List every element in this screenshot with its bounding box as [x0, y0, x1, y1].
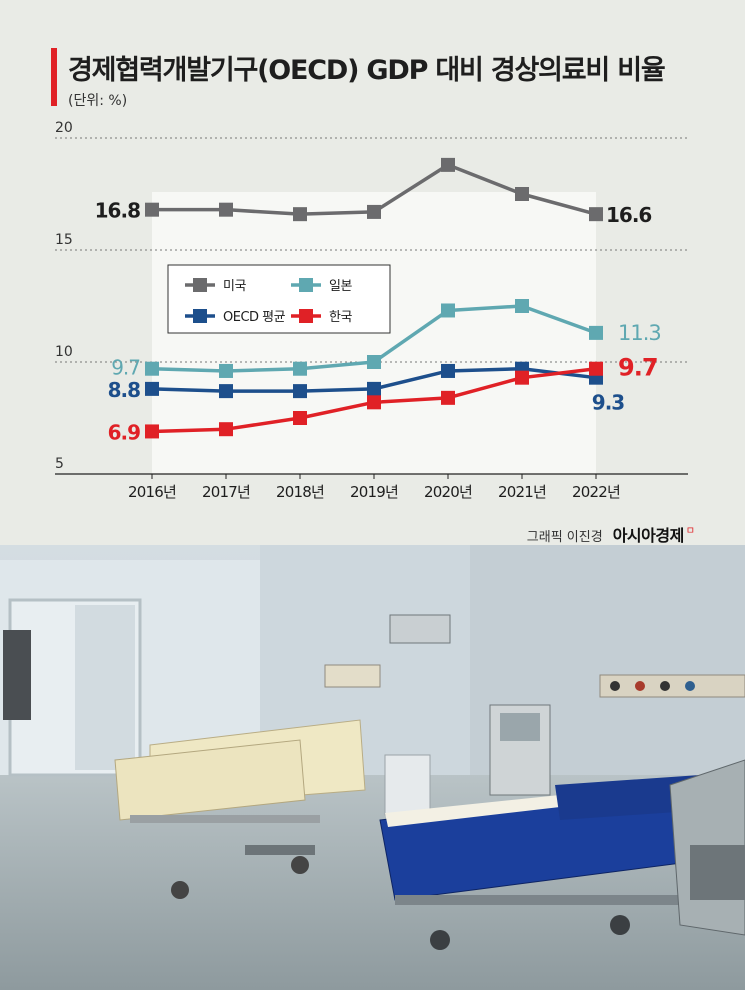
marker-일본 [367, 355, 381, 369]
data-label-first-한국: 6.9 [108, 420, 141, 444]
marker-한국 [293, 411, 307, 425]
data-label-last-한국: 9.7 [618, 354, 658, 382]
x-tick-label: 2016년 [128, 483, 176, 501]
legend: 미국 일본 OECD 평균 한국 [167, 264, 391, 334]
data-label-first-OECD-평균: 8.8 [108, 378, 141, 402]
marker-일본 [441, 303, 455, 318]
marker-미국 [441, 157, 455, 172]
marker-일본 [293, 361, 307, 376]
marker-미국 [293, 207, 307, 222]
marker-미국 [515, 187, 529, 201]
legend-marker-OECD-평균 [193, 309, 207, 323]
x-tick-label: 2018년 [276, 483, 324, 501]
marker-OECD-평균 [219, 384, 233, 399]
marker-일본 [145, 361, 159, 376]
data-label-last-OECD-평균: 9.3 [592, 391, 625, 415]
data-label-last-미국: 16.6 [606, 203, 651, 227]
hospital-ward-photo [0, 545, 745, 990]
marker-한국 [219, 422, 233, 437]
marker-OECD-평균 [145, 381, 159, 396]
legend-marker-미국 [193, 278, 207, 292]
marker-미국 [219, 202, 233, 217]
data-label-first-미국: 16.8 [95, 199, 140, 223]
legend-marker-일본 [299, 278, 313, 292]
marker-한국 [145, 424, 159, 439]
marker-한국 [441, 390, 455, 405]
legend-label-OECD-평균: OECD 평균 [223, 310, 286, 325]
x-tick-label: 2022년 [572, 483, 620, 501]
marker-일본 [515, 299, 529, 313]
x-tick-label: 2019년 [350, 483, 398, 501]
marker-한국 [515, 370, 529, 385]
x-tick-label: 2017년 [202, 483, 250, 501]
marker-미국 [145, 202, 159, 217]
legend-label-한국: 한국 [329, 310, 352, 325]
brand-mark-icon: ㅁ [685, 526, 695, 537]
marker-일본 [589, 325, 603, 340]
y-tick-label: 15 [55, 232, 73, 248]
y-tick-label: 5 [55, 456, 64, 472]
legend-label-미국: 미국 [223, 279, 246, 294]
data-label-first-일본: 9.7 [111, 356, 140, 380]
marker-일본 [219, 363, 233, 378]
marker-한국 [367, 395, 381, 410]
title-accent-bar [51, 48, 57, 106]
marker-미국 [367, 204, 381, 219]
y-tick-label: 20 [55, 120, 73, 136]
chart-title: 경제협력개발기구(OECD) GDP 대비 경상의료비 비율 [68, 55, 666, 86]
marker-OECD-평균 [367, 381, 381, 396]
x-tick-label: 2021년 [498, 483, 546, 501]
legend-label-일본: 일본 [329, 279, 352, 294]
marker-OECD-평균 [441, 363, 455, 378]
marker-OECD-평균 [293, 384, 307, 399]
credit-text: 그래픽 이진경 [526, 530, 603, 545]
credit: 그래픽 이진경 아시아경제 ㅁ [527, 522, 695, 546]
line-chart: 5 10 15 20 2016년 2017년 2018년 2019년 2020년 2021년 202… [55, 120, 688, 501]
x-tick-label: 2020년 [424, 483, 472, 501]
legend-marker-한국 [299, 309, 313, 323]
data-label-last-일본: 11.3 [618, 321, 661, 345]
credit-brand: 아시아경제 [612, 526, 685, 545]
y-tick-label: 10 [55, 344, 73, 360]
marker-미국 [589, 207, 603, 222]
marker-한국 [589, 361, 603, 376]
unit-label: (단위: %) [68, 93, 128, 109]
